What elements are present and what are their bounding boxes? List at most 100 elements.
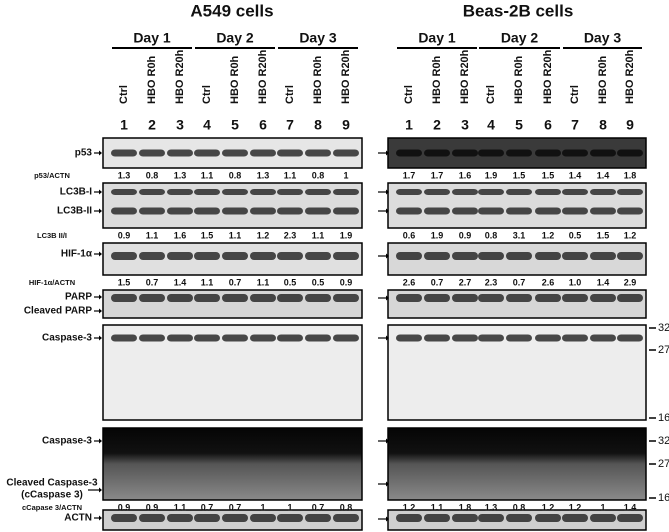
band: [590, 189, 616, 195]
arrow-head: [99, 150, 102, 156]
band: [424, 334, 450, 342]
lane-label: Ctrl: [569, 85, 581, 104]
marker-label: 27: [658, 458, 669, 470]
band: [562, 207, 588, 215]
band: [167, 149, 193, 157]
quant-value: 1.1: [312, 230, 325, 240]
quant-value: 0.7: [513, 277, 526, 287]
marker-label: 27: [658, 344, 669, 356]
quant-value: 0.9: [146, 502, 159, 512]
band: [617, 252, 643, 260]
quant-value: 1.1: [229, 230, 242, 240]
band: [396, 294, 422, 302]
lane-number: 6: [259, 117, 267, 133]
band: [617, 514, 643, 522]
quant-value: 0.8: [513, 502, 526, 512]
band: [222, 514, 248, 522]
quant-value: 1: [343, 170, 348, 180]
band: [562, 294, 588, 302]
band: [277, 252, 303, 260]
band: [194, 189, 220, 195]
quant-value: 2.6: [403, 277, 416, 287]
lane-number: 7: [286, 117, 294, 133]
day-label: Day 3: [299, 30, 337, 46]
band: [506, 252, 532, 260]
band: [194, 334, 220, 342]
band: [478, 252, 504, 260]
arrow-head: [99, 335, 102, 341]
row-label: p53: [75, 148, 93, 159]
quant-value: 1.6: [174, 230, 187, 240]
quant-value: 1.9: [431, 230, 444, 240]
band: [250, 149, 276, 157]
quant-value: 3.1: [513, 230, 526, 240]
quant-value: 1: [600, 502, 605, 512]
arrow-head: [386, 189, 389, 195]
quant-value: 1.5: [597, 230, 610, 240]
band: [333, 334, 359, 342]
arrow-head: [99, 438, 102, 444]
band: [167, 207, 193, 215]
day-label: Day 3: [584, 30, 622, 46]
band: [617, 294, 643, 302]
band: [222, 189, 248, 195]
band: [478, 514, 504, 522]
arrow-head: [386, 516, 389, 522]
quant-value: 1.8: [459, 502, 472, 512]
quant-value: 1.2: [542, 230, 555, 240]
quant-value: 0.5: [312, 277, 325, 287]
band: [305, 514, 331, 522]
quant-value: 1.4: [597, 170, 610, 180]
day-label: Day 1: [418, 30, 456, 46]
quant-value: 0.8: [229, 170, 242, 180]
band: [111, 149, 137, 157]
lane-label: HBO R0h: [513, 55, 525, 104]
band: [111, 252, 137, 260]
band: [333, 514, 359, 522]
quant-value: 0.7: [146, 277, 159, 287]
lane-number: 3: [176, 117, 184, 133]
quant-value: 1.4: [569, 170, 582, 180]
band: [333, 189, 359, 195]
quant-value: 1.2: [569, 502, 582, 512]
quant-value: 1.8: [624, 170, 637, 180]
band: [222, 149, 248, 157]
arrow-head: [386, 481, 389, 487]
band: [452, 334, 478, 342]
arrow-head: [386, 150, 389, 156]
blot: [102, 427, 363, 501]
quant-value: 2.6: [542, 277, 555, 287]
band: [250, 189, 276, 195]
quant-value: 1.4: [624, 502, 637, 512]
band: [167, 334, 193, 342]
quant-label: HIF-1α/ACTN: [29, 278, 75, 287]
lane-number: 7: [571, 117, 579, 133]
lane-label: HBO R0h: [146, 55, 158, 104]
lane-number: 8: [314, 117, 322, 133]
arrow-head: [386, 295, 389, 301]
band: [305, 189, 331, 195]
band: [111, 207, 137, 215]
quant-value: 1.3: [174, 170, 187, 180]
quant-value: 1.1: [431, 502, 444, 512]
band: [424, 294, 450, 302]
arrow-head: [386, 335, 389, 341]
lane-number: 1: [405, 117, 413, 133]
lane-label: HBO R20h: [257, 49, 269, 104]
band: [194, 514, 220, 522]
band: [562, 334, 588, 342]
band: [305, 207, 331, 215]
quant-value: 1.1: [201, 277, 214, 287]
band: [506, 334, 532, 342]
quant-value: 0.9: [459, 230, 472, 240]
quant-value: 0.7: [229, 277, 242, 287]
band: [452, 252, 478, 260]
quant-value: 1.7: [403, 170, 416, 180]
quant-value: 1.9: [340, 230, 353, 240]
row-label: PARP: [65, 292, 92, 303]
marker-label: 16: [658, 492, 669, 504]
lane-label: HBO R0h: [229, 55, 241, 104]
band: [506, 149, 532, 157]
row-label: Caspase-3: [42, 333, 92, 344]
band: [250, 207, 276, 215]
